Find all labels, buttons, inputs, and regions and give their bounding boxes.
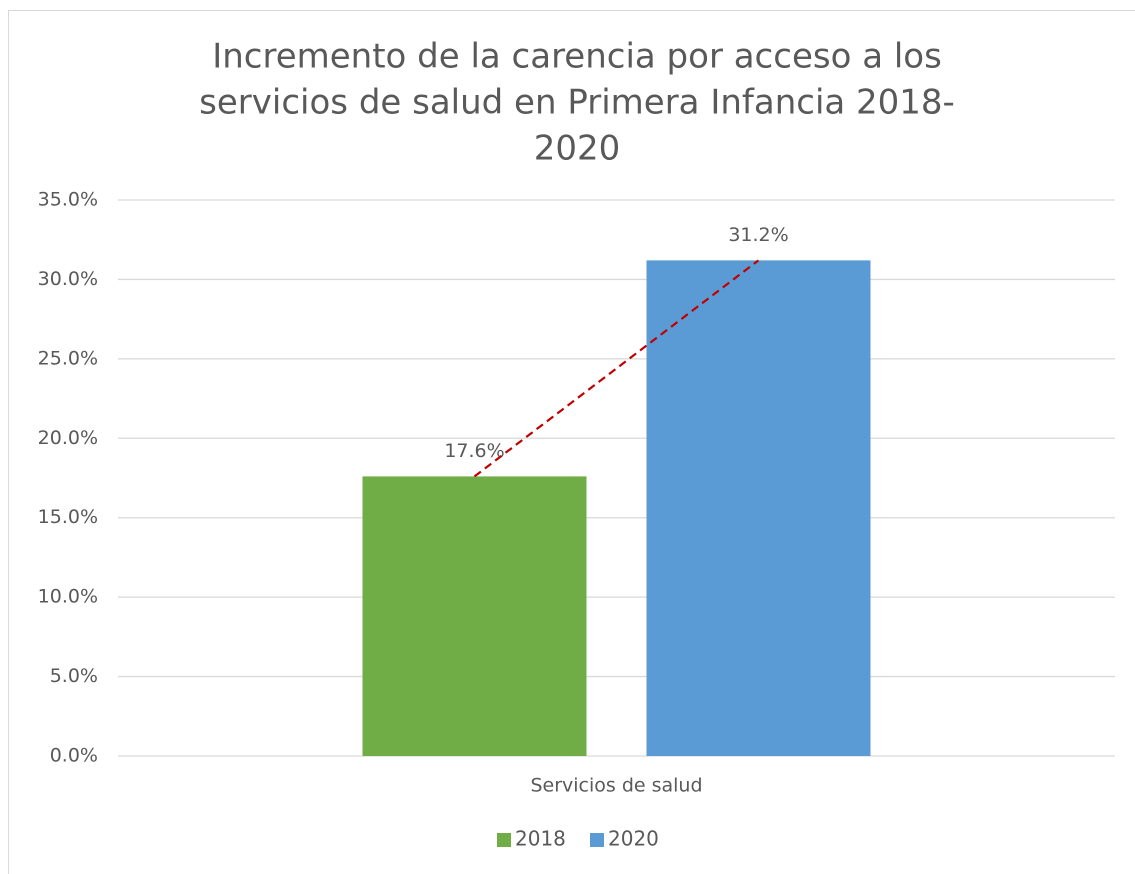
y-tick-label: 20.0% bbox=[38, 427, 98, 449]
legend-label: 2018 bbox=[515, 827, 566, 851]
legend-swatch bbox=[590, 833, 604, 847]
data-label: 17.6% bbox=[444, 440, 504, 462]
y-tick-label: 5.0% bbox=[50, 665, 98, 687]
chart-title: 2020 bbox=[534, 129, 621, 169]
data-label: 31.2% bbox=[728, 224, 788, 246]
y-tick-label: 30.0% bbox=[38, 268, 98, 290]
x-tick-label: Servicios de salud bbox=[530, 775, 702, 797]
y-tick-label: 10.0% bbox=[38, 586, 98, 608]
chart-frame bbox=[8, 10, 1135, 874]
trend-line bbox=[473, 259, 760, 478]
y-tick-label: 35.0% bbox=[38, 189, 98, 211]
y-tick-label: 15.0% bbox=[38, 506, 98, 528]
bar bbox=[646, 260, 871, 756]
chart-title: servicios de salud en Primera Infancia 2… bbox=[199, 83, 955, 123]
y-tick-label: 0.0% bbox=[50, 745, 98, 767]
bar bbox=[362, 476, 587, 756]
y-tick-label: 25.0% bbox=[38, 347, 98, 369]
chart-title: Incremento de la carencia por acceso a l… bbox=[212, 37, 942, 77]
legend-label: 2020 bbox=[608, 827, 659, 851]
legend-swatch bbox=[497, 833, 511, 847]
